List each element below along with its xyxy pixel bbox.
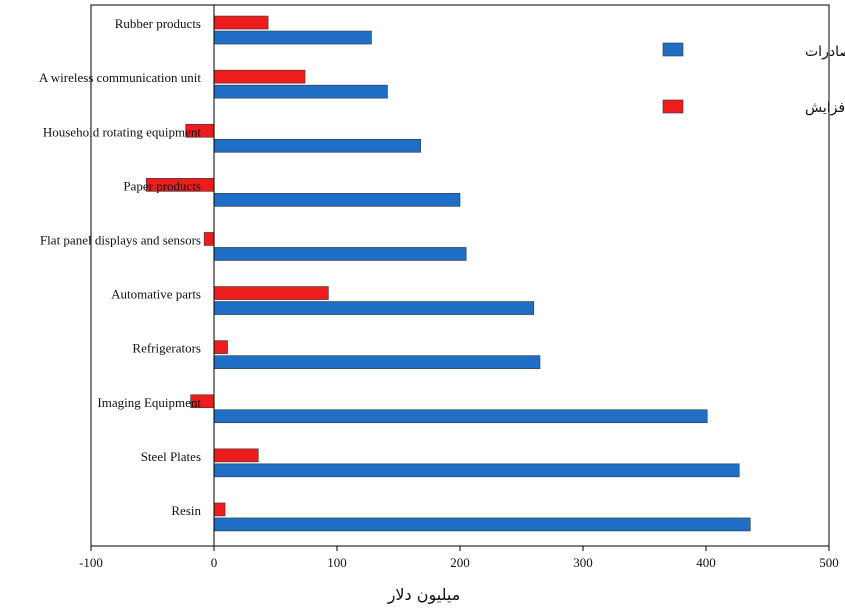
bar-increase: [213, 69, 306, 84]
category-label: Steel Plates: [141, 449, 201, 464]
legend: میزان صادرات میزان افزایش: [662, 42, 845, 116]
bar-exports: [213, 355, 541, 369]
x-tick-label: 0: [211, 555, 218, 570]
legend-swatch-exports: [662, 42, 684, 57]
category-label: Imaging Equipment: [97, 395, 201, 410]
x-tick-label: 400: [696, 555, 716, 570]
bar-increase: [213, 340, 228, 354]
category-label: Household rotating equipment: [43, 124, 202, 139]
bar-exports: [213, 193, 461, 207]
category-label: Automative parts: [111, 287, 201, 302]
bar-exports: [213, 463, 740, 478]
category-labels: Rubber products A wireless communication …: [39, 16, 202, 518]
bar-exports: [213, 247, 467, 261]
bar-exports: [213, 138, 421, 153]
category-label: Resin: [171, 503, 201, 518]
bar-increase: [213, 502, 226, 517]
category-label: Paper products: [123, 178, 201, 193]
bar-increase: [213, 448, 259, 463]
legend-label-exports: میزان صادرات: [805, 44, 845, 60]
category-label: Rubber products: [115, 16, 201, 31]
bar-exports: [213, 517, 751, 532]
bars-layer: [146, 15, 751, 532]
category-label: Refrigerators: [132, 341, 201, 356]
x-tick-label: 500: [819, 555, 839, 570]
bar-exports: [213, 84, 388, 99]
x-axis-title: میلیون دلار: [387, 585, 461, 605]
bar-increase: [213, 286, 329, 300]
bar-exports: [213, 30, 372, 45]
x-tick-label: -100: [79, 555, 103, 570]
x-tick-label: 300: [573, 555, 593, 570]
bar-exports: [213, 409, 708, 424]
x-axis-ticks: -100 0 100 200 300 400 500: [79, 546, 839, 570]
legend-label-increase: میزان افزایش: [805, 100, 845, 116]
bar-increase: [203, 232, 215, 246]
x-tick-label: 200: [450, 555, 470, 570]
x-tick-label: 100: [327, 555, 347, 570]
bar-exports: [213, 301, 535, 315]
bar-increase: [213, 15, 269, 30]
legend-swatch-increase: [662, 99, 684, 114]
category-label: Flat panel displays and sensors: [40, 232, 201, 247]
category-label: A wireless communication unit: [39, 70, 202, 85]
